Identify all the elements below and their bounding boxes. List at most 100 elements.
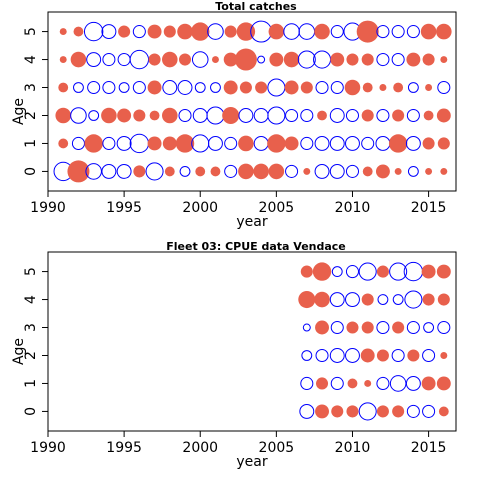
bubble-positive: [422, 293, 435, 306]
bubble-negative: [330, 376, 344, 390]
bubble-positive: [234, 48, 257, 71]
bubble-negative: [300, 376, 314, 390]
bubble-positive: [362, 166, 373, 177]
bubble-positive: [422, 137, 435, 150]
x-tick-label: 2005: [259, 200, 295, 216]
x-tick-label: 2000: [182, 440, 218, 456]
bubble-negative: [267, 78, 286, 97]
y-tick-label: 1: [23, 139, 39, 148]
y-tick-label: 3: [23, 323, 39, 332]
y-tick-label: 4: [23, 295, 39, 304]
bubble-positive: [356, 20, 379, 43]
bubble-positive: [361, 109, 374, 122]
y-axis-label: Age: [11, 338, 27, 365]
bubble-negative: [345, 164, 359, 178]
bubble-positive: [284, 136, 299, 151]
bubble-negative: [145, 162, 164, 181]
bubble-positive: [73, 26, 84, 37]
bubble-positive: [315, 320, 329, 335]
bubble-positive: [425, 167, 433, 175]
bubble-negative: [389, 262, 408, 281]
bubble-negative: [422, 348, 436, 363]
x-axis-label: year: [236, 214, 267, 230]
x-tick-label: 2000: [182, 200, 218, 216]
bubble-positive: [224, 25, 237, 38]
bubble-negative: [376, 25, 390, 39]
bubble-positive: [223, 52, 238, 67]
bubble-negative: [118, 82, 130, 93]
bubble-negative: [83, 21, 104, 42]
bubble-positive: [425, 84, 433, 91]
bubble-negative: [297, 50, 316, 69]
bubble-positive: [361, 293, 374, 306]
bubble-positive: [177, 23, 193, 40]
bubble-positive: [59, 56, 67, 64]
bubble-positive: [362, 82, 373, 93]
bubble-negative: [257, 55, 266, 64]
bubble-positive: [211, 56, 219, 64]
bubble-negative: [376, 320, 390, 335]
bubble-positive: [423, 110, 434, 121]
bubble-positive: [255, 81, 268, 94]
bubble-negative: [87, 80, 101, 95]
bubble-negative: [377, 294, 389, 305]
bubble-positive: [361, 53, 374, 66]
bubble-positive: [147, 24, 162, 39]
bubble-negative: [192, 108, 208, 123]
bubble-positive: [437, 137, 450, 150]
bubble-positive: [175, 134, 195, 153]
bubble-negative: [406, 108, 420, 123]
bubble-negative: [376, 53, 390, 67]
bubble-positive: [360, 348, 375, 363]
bubble-positive: [300, 265, 313, 278]
bubble-positive: [178, 53, 192, 66]
bubble-negative: [299, 403, 315, 419]
bubble-positive: [440, 167, 448, 175]
bubble-negative: [88, 110, 100, 121]
bubble-negative: [422, 404, 436, 418]
bubble-negative: [405, 375, 421, 391]
bubble-negative: [162, 80, 178, 95]
bubble-positive: [392, 321, 405, 334]
bubble-negative: [315, 348, 329, 363]
bubble-negative: [315, 80, 329, 95]
bubble-positive: [163, 25, 176, 38]
bubble-positive: [314, 23, 330, 40]
bubble-negative: [102, 80, 116, 95]
bubble-positive: [420, 23, 437, 40]
bubble-positive: [317, 110, 327, 121]
bubble-positive: [268, 163, 285, 180]
x-tick-label: 1990: [30, 200, 66, 216]
bubble-positive: [236, 22, 256, 41]
bubble-negative: [406, 404, 420, 418]
bubble-positive: [314, 291, 330, 308]
y-tick-label: 5: [23, 27, 39, 36]
bubble-positive: [392, 405, 405, 418]
bubble-positive: [388, 134, 408, 153]
bubble-positive: [298, 291, 316, 309]
bubble-negative: [206, 106, 225, 125]
bubble-negative: [208, 135, 223, 151]
y-tick-label: 0: [23, 167, 39, 176]
bubble-negative: [345, 108, 359, 123]
y-tick-label: 4: [23, 55, 39, 64]
bubble-positive: [269, 52, 284, 67]
x-tick-label: 2015: [411, 200, 447, 216]
bubble-negative: [329, 108, 345, 123]
bubble-negative: [404, 290, 423, 309]
y-axis-label: Age: [11, 98, 27, 125]
bubble-positive: [421, 376, 436, 391]
bubble-positive: [376, 265, 389, 278]
bubble-positive: [284, 80, 299, 95]
bubble-positive: [147, 80, 162, 95]
x-tick-label: 1995: [106, 200, 142, 216]
bubble-negative: [116, 135, 132, 151]
bubble-positive: [267, 134, 286, 153]
bubble-negative: [301, 350, 313, 361]
bubble-negative: [194, 82, 206, 93]
bubble-positive: [393, 82, 404, 93]
bubble-positive: [347, 378, 358, 389]
bubble-negative: [314, 135, 330, 151]
x-tick-label: 2010: [335, 440, 371, 456]
bubble-negative: [330, 25, 344, 39]
